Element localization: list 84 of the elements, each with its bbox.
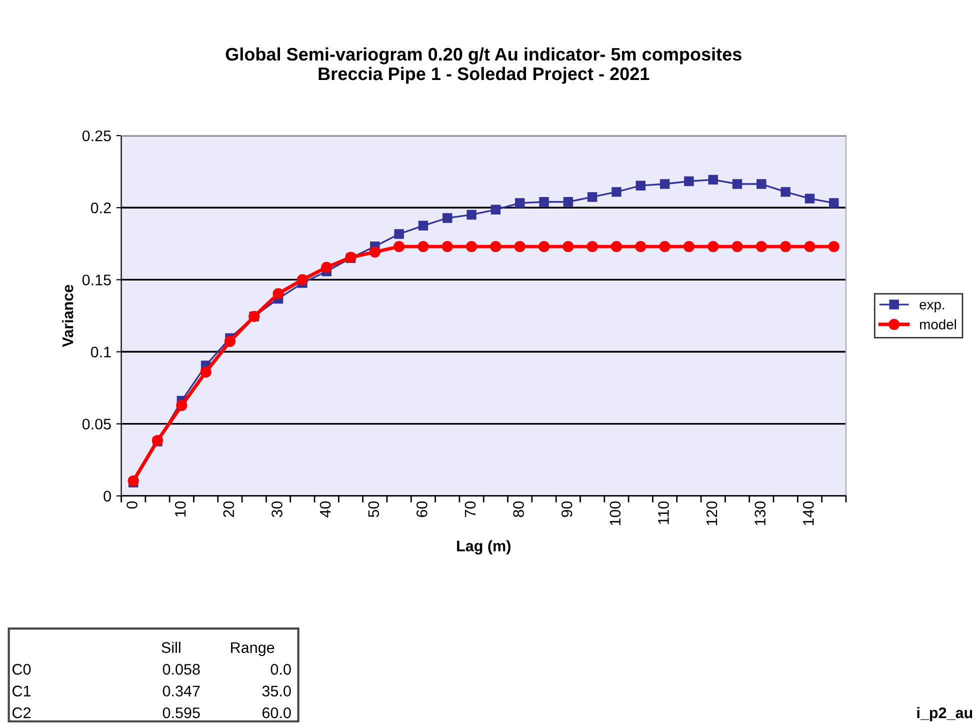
- x-tick-label: 130: [754, 501, 766, 526]
- x-tick-label: 110: [658, 501, 669, 524]
- point: [804, 241, 816, 252]
- point: [780, 187, 790, 197]
- text: C1: [12, 686, 31, 696]
- point: [562, 241, 574, 252]
- legend-label: model: [920, 319, 956, 330]
- point: [636, 180, 646, 190]
- point: [829, 198, 839, 208]
- point: [418, 220, 428, 231]
- point: [684, 176, 694, 186]
- point: [756, 179, 766, 189]
- point: [587, 192, 598, 202]
- x-tick-label: 10: [174, 501, 186, 517]
- point: [321, 262, 332, 273]
- point: [442, 241, 453, 252]
- point: [828, 241, 840, 252]
- point: [659, 241, 670, 252]
- point: [538, 241, 550, 252]
- point: [612, 187, 622, 197]
- y-axis-title: Variance: [62, 284, 74, 348]
- point: [660, 179, 670, 189]
- x-tick-label: 120: [706, 501, 718, 526]
- text: 0.058: [162, 664, 200, 675]
- chart-title: Global Semi-variogram 0.20 g/t Au indicator- 5m composites Breccia Pipe 1 - Soledad Project - 2021: [226, 47, 742, 84]
- point: [466, 210, 476, 220]
- point: [418, 241, 429, 252]
- text: i_p2_au: [917, 707, 972, 722]
- point: [490, 241, 502, 252]
- x-axis-title: Lag (m): [457, 540, 510, 554]
- point: [514, 241, 526, 252]
- point: [708, 174, 718, 185]
- x-tick-label: 0: [126, 501, 138, 509]
- y-tick-label: 0.15: [82, 274, 111, 286]
- text: 0.595: [162, 707, 200, 718]
- x-tick-label: 140: [803, 501, 814, 526]
- point: [296, 274, 308, 286]
- point: [635, 241, 646, 252]
- x-tick-label: 20: [223, 501, 234, 517]
- point: [200, 366, 212, 378]
- point: [394, 229, 404, 239]
- point: [128, 475, 139, 486]
- point: [176, 400, 188, 412]
- x-tick-label: 30: [272, 501, 282, 518]
- point: [732, 241, 743, 252]
- point: [708, 241, 719, 252]
- point: [369, 246, 380, 258]
- point: [780, 241, 792, 252]
- text: Sill: [162, 642, 180, 653]
- point: [683, 241, 695, 252]
- point: [272, 288, 284, 300]
- y-tick-label: 0.1: [90, 346, 111, 358]
- point: [756, 241, 767, 252]
- y-tick-label: 0.25: [82, 130, 111, 142]
- point: [610, 241, 622, 252]
- x-tick-label: 100: [610, 501, 621, 526]
- text: 0.0: [270, 664, 291, 675]
- text: Range: [231, 642, 274, 656]
- x-tick-label: 40: [320, 501, 331, 518]
- text: C2: [12, 707, 30, 718]
- point: [732, 179, 742, 189]
- point: [394, 241, 405, 252]
- y-tick-label: 0.2: [90, 202, 111, 214]
- point: [563, 197, 574, 207]
- x-tick-label: 50: [368, 501, 380, 518]
- x-tick-label: 60: [416, 501, 428, 517]
- text: 0.347: [162, 686, 200, 696]
- point: [224, 336, 236, 347]
- x-tick-label: 70: [464, 501, 476, 517]
- legend-label: exp.: [920, 302, 944, 312]
- x-tick-label: 90: [561, 501, 572, 518]
- point: [539, 197, 549, 207]
- point: [442, 213, 452, 223]
- point: [490, 204, 501, 215]
- point: [514, 198, 525, 208]
- x-tick-label: 80: [513, 501, 524, 518]
- text: 35.0: [262, 686, 291, 696]
- text: 60.0: [262, 707, 291, 718]
- y-tick-label: 0: [104, 490, 111, 502]
- point: [466, 241, 478, 252]
- point: [586, 241, 598, 252]
- point: [804, 194, 815, 204]
- y-tick-label: 0.05: [82, 418, 111, 430]
- text: C0: [12, 664, 31, 675]
